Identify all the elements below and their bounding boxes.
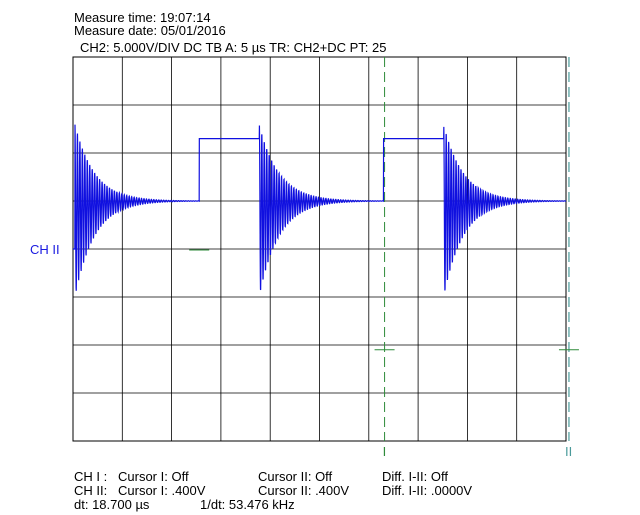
oscilloscope-display: CH II I II xyxy=(30,56,579,459)
measure-time: Measure time: 19:07:14 xyxy=(74,10,211,25)
footer-ch2-label: CH II: xyxy=(74,483,108,498)
footer-ch1-cursor2: Cursor II: Off xyxy=(258,469,333,484)
grid xyxy=(72,56,567,442)
footer-ch1-label: CH I : xyxy=(74,469,108,484)
footer-dt: dt: 18.700 µs xyxy=(74,497,150,512)
footer-ch2-cursor2: Cursor II: .400V xyxy=(258,483,350,498)
footer-ch1-diff: Diff. I-II: Off xyxy=(382,469,448,484)
footer-ch2-diff: Diff. I-II: .0000V xyxy=(382,483,473,498)
cursors xyxy=(189,57,579,441)
footer-inverse-dt: 1/dt: 53.476 kHz xyxy=(200,497,295,512)
scope-settings: CH2: 5.000V/DIV DC TB A: 5 µs TR: CH2+DC… xyxy=(80,40,387,55)
footer-ch1-cursor1: Cursor I: Off xyxy=(118,469,189,484)
measure-date: Measure date: 05/01/2016 xyxy=(74,23,226,38)
footer-ch2-cursor1: Cursor I: .400V xyxy=(118,483,206,498)
cursor-2-label: II xyxy=(565,444,572,459)
channel-label: CH II xyxy=(30,242,60,257)
cursor-1-label: I xyxy=(383,444,387,459)
ch2-trace xyxy=(73,124,567,291)
